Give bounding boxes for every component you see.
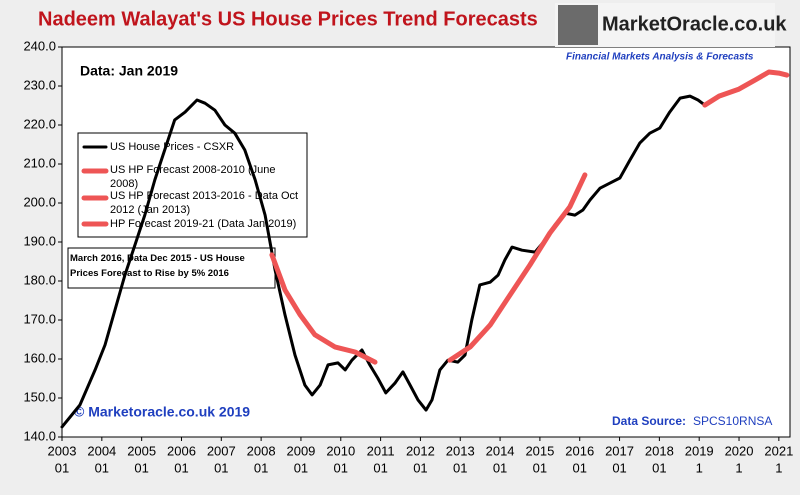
x-tick-label: 2021 xyxy=(764,443,793,458)
legend-label: US House Prices - CSXR xyxy=(110,141,235,153)
x-tick-label: 2017 xyxy=(605,443,634,458)
x-tick-label: 2014 xyxy=(486,443,515,458)
x-tick-label: 2011 xyxy=(367,443,395,458)
y-tick-label: 160.0 xyxy=(23,350,56,365)
x-tick-label: 2006 xyxy=(167,443,196,458)
logo: MarketOracle.co.uk Financial Markets Ana… xyxy=(555,3,787,63)
x-tick-label: 2020 xyxy=(725,443,754,458)
x-tick-label: 2005 xyxy=(127,443,156,458)
x-tick-label: 01 xyxy=(214,460,228,475)
series-line xyxy=(269,252,378,365)
source-value: SPCS10RNSA xyxy=(693,414,772,428)
note: March 2016, Data Dec 2015 - US House Pri… xyxy=(70,253,245,279)
x-tick-label: 01 xyxy=(373,460,387,475)
y-tick-label: 180.0 xyxy=(23,272,56,287)
y-tick-label: 190.0 xyxy=(23,233,56,248)
x-tick-label: 01 xyxy=(612,460,626,475)
x-tick-label: 2009 xyxy=(286,443,315,458)
y-tick-label: 220.0 xyxy=(23,116,56,131)
x-tick-label: 01 xyxy=(453,460,467,475)
plot-area xyxy=(61,46,791,438)
y-tick-label: 170.0 xyxy=(23,311,56,326)
note-box xyxy=(67,247,276,289)
x-tick-label: 2012 xyxy=(406,443,435,458)
x-tick-label: 01 xyxy=(254,460,268,475)
x-tick-label: 2019 xyxy=(685,443,714,458)
x-tick-label: 01 xyxy=(55,460,69,475)
annotation: © Marketoracle.co.uk 2019 xyxy=(74,404,250,420)
x-tick-label: 01 xyxy=(334,460,348,475)
legend-label: US HP Forecast 2008-2010 (June 2008) xyxy=(110,164,276,190)
x-tick-label: 01 xyxy=(533,460,547,475)
source-label: Data Source: xyxy=(612,414,686,428)
x-tick-label: 1 xyxy=(735,460,742,475)
x-tick-label: 2003 xyxy=(48,443,77,458)
x-tick-label: 2007 xyxy=(207,443,236,458)
x-tick-label: 2008 xyxy=(247,443,276,458)
x-tick-label: 2016 xyxy=(565,443,594,458)
annotation: Data: Jan 2019 xyxy=(80,63,178,79)
y-tick-label: 230.0 xyxy=(23,77,56,92)
x-tick-label: 01 xyxy=(572,460,586,475)
x-tick-label: 01 xyxy=(95,460,109,475)
x-tick-label: 01 xyxy=(134,460,148,475)
x-tick-label: 1 xyxy=(696,460,703,475)
series-line xyxy=(702,69,790,108)
x-tick-label: 01 xyxy=(493,460,507,475)
x-tick-label: 1 xyxy=(775,460,782,475)
x-tick-label: 2015 xyxy=(525,443,554,458)
x-tick-label: 2018 xyxy=(645,443,674,458)
y-tick-label: 150.0 xyxy=(23,389,56,404)
legend-label: US HP Forecast 2013-2016 - Data Oct 2012… xyxy=(110,190,299,216)
x-tick-label: 2004 xyxy=(87,443,116,458)
series-line xyxy=(60,94,707,429)
logo-emblem xyxy=(558,5,598,45)
legend-box xyxy=(77,132,308,238)
series-line xyxy=(447,172,588,363)
x-tick-label: 01 xyxy=(413,460,427,475)
logo-text: MarketOracle.co.uk xyxy=(602,13,787,35)
y-tick-label: 200.0 xyxy=(23,194,56,209)
x-tick-label: 01 xyxy=(294,460,308,475)
legend-label: HP Forecast 2019-21 (Data Jan 2019) xyxy=(110,218,297,230)
x-tick-label: 01 xyxy=(174,460,188,475)
x-tick-label: 01 xyxy=(652,460,666,475)
y-tick-label: 210.0 xyxy=(23,155,56,170)
logo-tagline: Financial Markets Analysis & Forecasts xyxy=(566,52,754,63)
chart-title: Nadeem Walayat's US House Prices Trend F… xyxy=(38,8,538,30)
x-tick-label: 2010 xyxy=(326,443,355,458)
y-tick-label: 240.0 xyxy=(23,38,56,53)
x-tick-label: 2013 xyxy=(446,443,475,458)
y-tick-label: 140.0 xyxy=(23,428,56,443)
